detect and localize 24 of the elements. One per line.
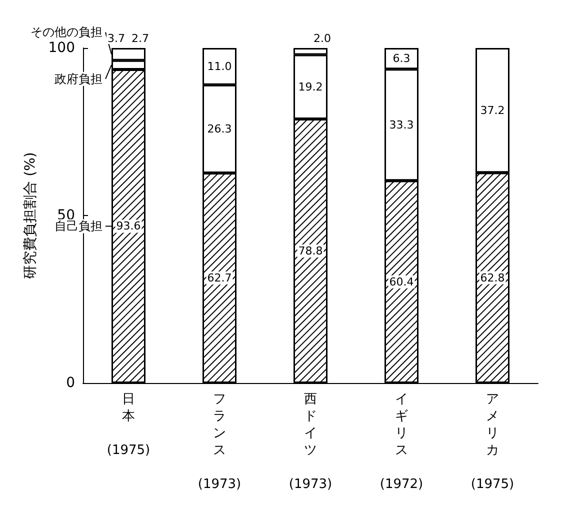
legend-label: 政府負担 [54, 72, 102, 86]
data-label: 11.0 [207, 60, 232, 73]
y-tick-label: 0 [66, 375, 75, 391]
y-tick-label: 100 [48, 40, 75, 56]
data-label: 2.7 [132, 32, 149, 45]
data-label: 19.2 [298, 80, 323, 94]
data-label: 78.8 [298, 244, 323, 258]
data-label: 62.7 [207, 271, 232, 284]
data-label: 93.6 [116, 220, 141, 233]
data-label: 6.3 [392, 52, 410, 66]
data-label: 60.4 [389, 275, 414, 288]
data-label: 2.0 [314, 32, 331, 45]
category-label: フランス (1973) [198, 392, 242, 492]
data-label: 26.3 [207, 122, 232, 136]
category-label: 日本 (1975) [106, 392, 150, 458]
data-label: 62.8 [480, 271, 505, 284]
category-label: アメリカ (1975) [470, 392, 514, 492]
category-label: 西ドイツ (1973) [288, 392, 332, 492]
data-label: 37.2 [480, 104, 505, 117]
series-label: その他の負担 [30, 25, 102, 40]
data-label: 33.3 [389, 118, 414, 132]
category-label: イギリス (1972) [380, 392, 424, 492]
data-label: 3.7 [108, 32, 125, 45]
y-axis-title: 研究費負担割合 (%) [22, 152, 38, 279]
